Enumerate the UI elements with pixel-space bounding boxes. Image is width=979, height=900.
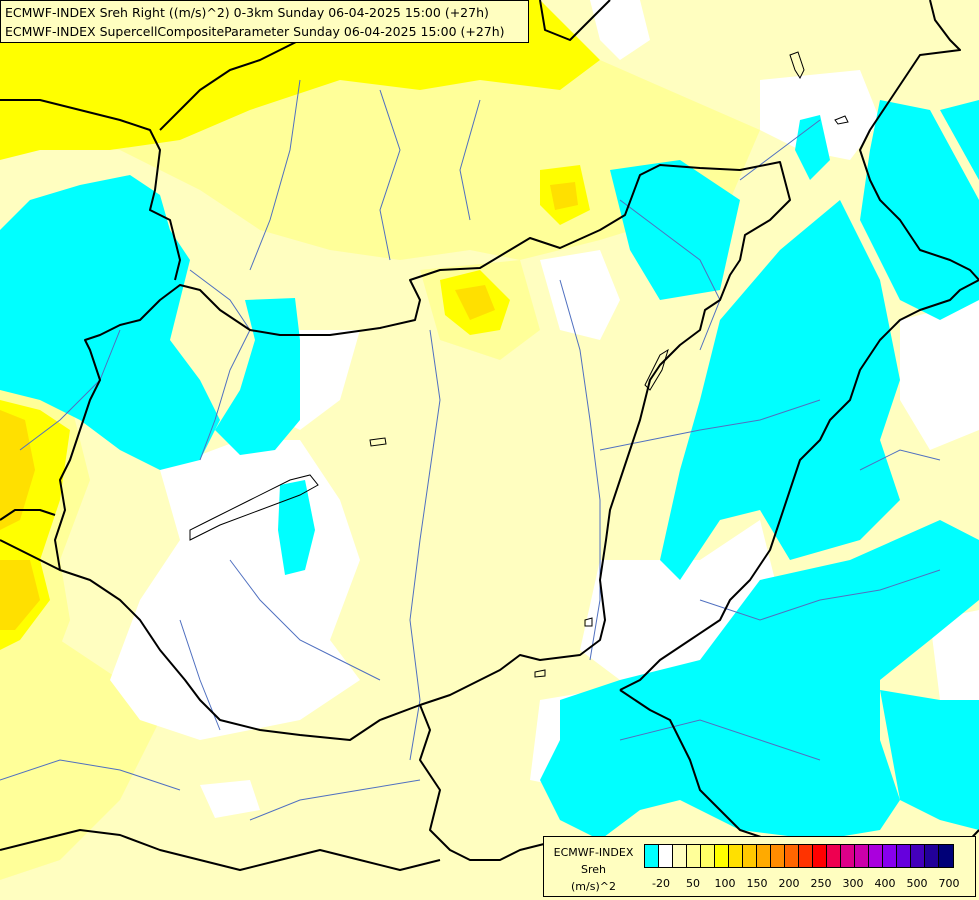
legend-swatch <box>729 845 743 867</box>
legend-tick-label: 200 <box>778 877 800 890</box>
legend-tick-label: 50 <box>686 877 700 890</box>
legend-tick-label: -20 <box>652 877 670 890</box>
legend-swatch <box>771 845 785 867</box>
legend-swatch <box>897 845 911 867</box>
legend-swatch <box>645 845 659 867</box>
legend-swatch <box>785 845 799 867</box>
legend-swatch <box>799 845 813 867</box>
legend-tick-label: 250 <box>810 877 832 890</box>
color-legend: ECMWF-INDEX Sreh (m/s)^2 -20 50 100 150 200 2… <box>543 836 976 897</box>
legend-swatch <box>701 845 715 867</box>
legend-tick-label: 400 <box>874 877 896 890</box>
legend-tick-label: 700 <box>938 877 960 890</box>
map-title-line-1: ECMWF-INDEX Sreh Right ((m/s)^2) 0-3km S… <box>5 5 489 20</box>
legend-swatch <box>757 845 771 867</box>
legend-swatch <box>841 845 855 867</box>
legend-swatch <box>883 845 897 867</box>
legend-title: ECMWF-INDEX <box>553 846 634 859</box>
legend-swatch <box>743 845 757 867</box>
legend-swatch <box>659 845 673 867</box>
legend-swatch <box>687 845 701 867</box>
legend-swatch <box>869 845 883 867</box>
legend-variable: Sreh <box>580 863 606 876</box>
legend-tick-label: 500 <box>906 877 928 890</box>
legend-swatch <box>925 845 939 867</box>
legend-swatch <box>715 845 729 867</box>
gold-field <box>0 182 578 630</box>
map-title-box: ECMWF-INDEX Sreh Right ((m/s)^2) 0-3km S… <box>0 0 529 43</box>
legend-swatch <box>939 845 953 867</box>
cyan-field <box>0 100 979 840</box>
legend-tick-label: 150 <box>746 877 768 890</box>
legend-color-scale <box>644 844 954 868</box>
legend-swatch <box>813 845 827 867</box>
legend-swatch <box>827 845 841 867</box>
legend-tick-label: 100 <box>714 877 736 890</box>
map-title-line-2: ECMWF-INDEX SupercellCompositeParameter … <box>5 24 505 39</box>
legend-swatch <box>673 845 687 867</box>
legend-unit: (m/s)^2 <box>571 880 616 893</box>
legend-swatch <box>911 845 925 867</box>
legend-tick-label: 300 <box>842 877 864 890</box>
legend-swatch <box>855 845 869 867</box>
